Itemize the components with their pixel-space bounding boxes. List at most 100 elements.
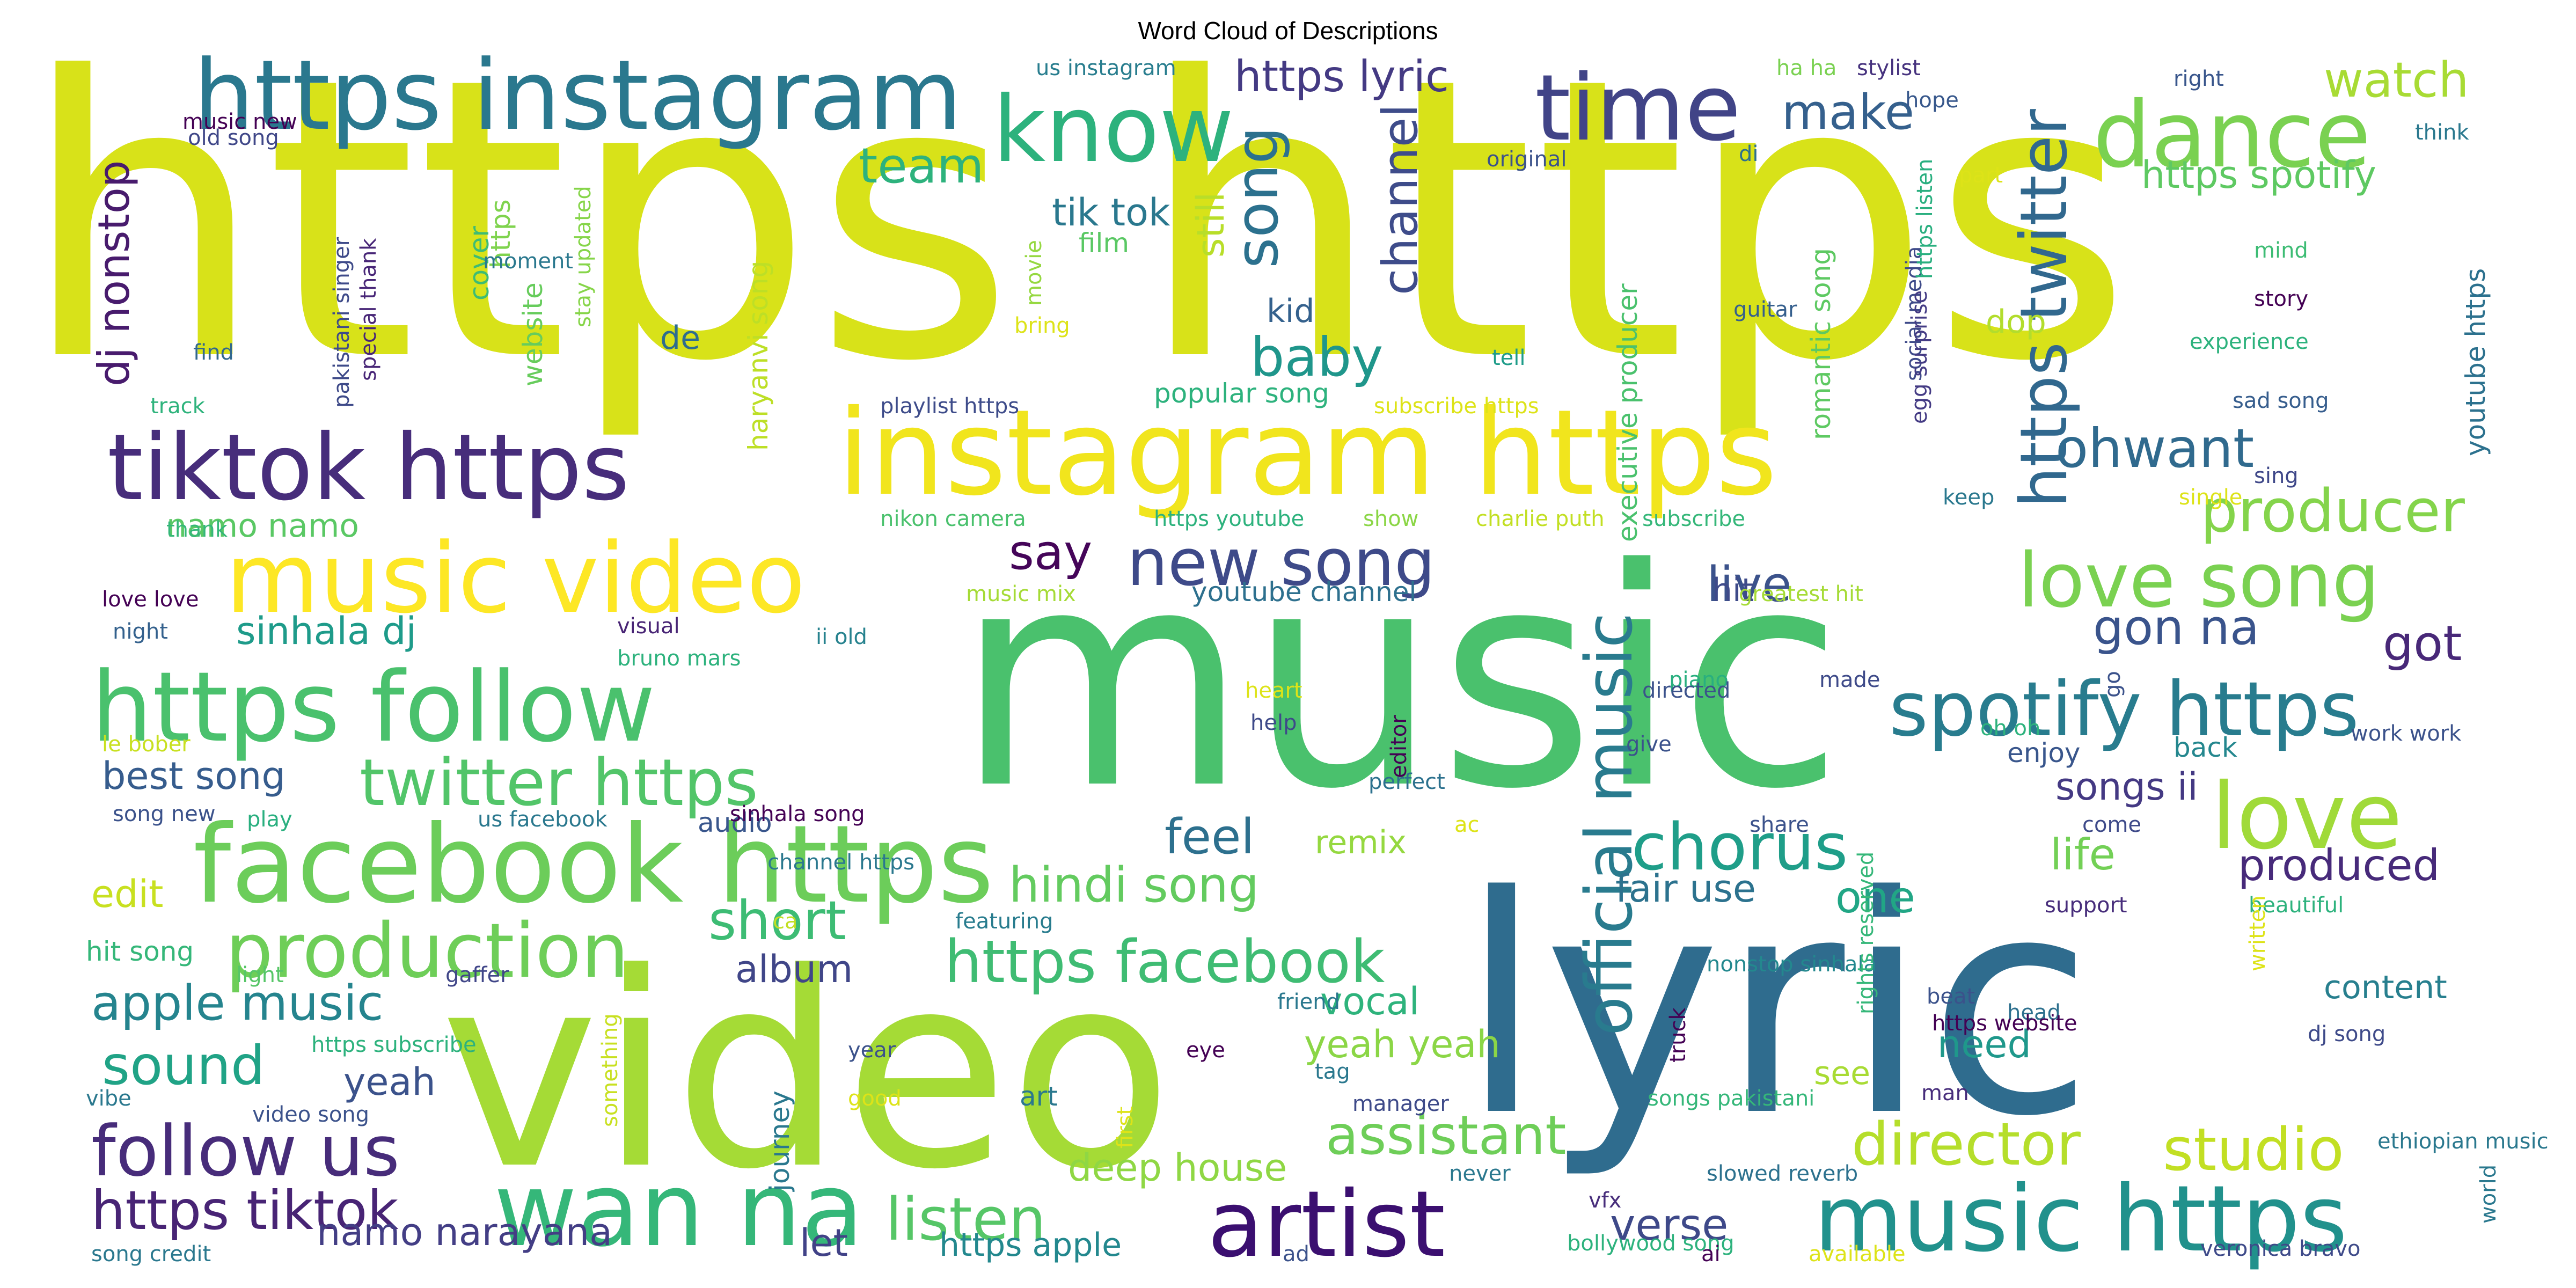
word-dj-song: dj song (2308, 1022, 2385, 1046)
word-video-song: video song (252, 1102, 369, 1127)
word-charlie-puth: charlie puth (1476, 507, 1605, 531)
word-tiktok-https: tiktok https (107, 415, 630, 521)
word-light: light (236, 963, 284, 987)
word-got: got (2383, 616, 2462, 672)
word-ohwant: ohwant (2055, 417, 2254, 480)
word-special-thank: special thank (356, 238, 381, 381)
word-ha-ha: ha ha (1776, 56, 1836, 80)
word-time: time (1535, 55, 1741, 162)
word-ai: ai (1701, 1242, 1721, 1267)
word-songs-pakistani: songs pakistani (1648, 1086, 1814, 1111)
word-experience: experience (2190, 330, 2309, 354)
word-egg-surprise: egg surprise (1907, 290, 1932, 424)
word-rights-reserved: rights reserved (1854, 852, 1878, 1014)
word-movie: movie (1022, 240, 1046, 306)
word-remix: remix (1315, 824, 1407, 861)
word-vfx: vfx (1589, 1188, 1621, 1213)
word-https-youtube: https youtube (1154, 507, 1304, 531)
word-dj-nonstop: dj nonstop (89, 160, 139, 386)
word-yeah-yeah: yeah yeah (1304, 1022, 1501, 1066)
word-sad-song: sad song (2233, 389, 2329, 413)
word-track: track (150, 394, 206, 419)
word-written: written (2245, 895, 2270, 971)
word-kid: kid (1267, 292, 1315, 330)
word-play: play (247, 807, 292, 832)
word-perfect: perfect (1368, 770, 1445, 794)
word-art: art (1020, 1081, 1058, 1112)
word-sing: sing (2254, 464, 2299, 488)
word-single: single (2179, 485, 2242, 510)
word-nikon-camera: nikon camera (880, 507, 1026, 531)
word-give: give (1626, 732, 1672, 757)
word-go: go (2101, 671, 2125, 698)
word-playlist-https: playlist https (880, 394, 1019, 419)
word-verse: verse (1610, 1200, 1728, 1250)
word-director: director (1851, 1110, 2081, 1179)
word-featuring: featuring (955, 909, 1053, 934)
word-need: need (1937, 1022, 2031, 1066)
word-dance: dance (2093, 82, 2371, 188)
word-baby: baby (1250, 326, 1383, 389)
word-oh-oh: oh oh (1980, 716, 2040, 741)
word-romantic-song: romantic song (1805, 248, 1836, 440)
word-sound: sound (102, 1034, 265, 1097)
word-heart: heart (1245, 678, 1302, 703)
word-pakistani-singer: pakistani singer (330, 237, 354, 408)
word-support: support (2045, 893, 2127, 918)
word-bollywood-song: bollywood song (1567, 1231, 1735, 1256)
word-beat: beat (1927, 984, 1975, 1009)
word-short: short (708, 889, 846, 952)
word-journey: journey (764, 1091, 795, 1192)
word-old-song: old song (188, 126, 279, 150)
word-ii-old: ii old (816, 625, 867, 649)
word-music-new: music new (182, 109, 297, 134)
word-edit: edit (91, 872, 163, 916)
word-songs-ii: songs ii (2055, 765, 2198, 809)
word-https-instagram: https instagram (193, 40, 962, 152)
word-assistant: assistant (1326, 1104, 1566, 1167)
word-https: https (485, 199, 516, 268)
word-new-song: new song (1127, 526, 1435, 601)
word-say: say (1009, 524, 1092, 581)
word-apple-music: apple music (91, 975, 383, 1031)
word-subscribe-https: subscribe https (1374, 394, 1539, 419)
word-let: let (800, 1221, 848, 1265)
word-channel-https: channel https (767, 850, 914, 875)
word-facebook-https: facebook https (193, 802, 994, 927)
word-come: come (2082, 813, 2141, 837)
word-music-https: music https (1814, 1166, 2347, 1272)
word-best-song: best song (102, 754, 286, 798)
word-think: think (2415, 120, 2470, 145)
word-slowed-reverb: slowed reverb (1707, 1161, 1858, 1186)
word-keep: keep (1943, 485, 1994, 510)
word-cover: cover (464, 226, 495, 301)
word-https-twitter: https twitter (2007, 109, 2082, 508)
word-hope: hope (1905, 88, 1959, 113)
word-studio: studio (2163, 1115, 2344, 1184)
word-back: back (2174, 732, 2237, 763)
word-namo-narayana: namo narayana (317, 1210, 612, 1254)
word-manager: manager (1352, 1092, 1449, 1116)
word-man: man (1921, 1081, 1969, 1106)
word-deep-house: deep house (1068, 1146, 1287, 1190)
word-https-apple: https apple (939, 1226, 1122, 1264)
word-tell: tell (1492, 346, 1526, 370)
word-watch: watch (2324, 52, 2469, 108)
word-editor: editor (1387, 715, 1411, 778)
word-something: something (598, 1013, 623, 1127)
word-lyric: lyric (1460, 832, 2094, 1182)
word-visual: visual (617, 614, 680, 639)
chart-title: Word Cloud of Descriptions (1138, 17, 1438, 45)
word-youtube-channel: youtube channel (1191, 576, 1416, 608)
word-share: share (1750, 813, 1809, 837)
word-guitar: guitar (1733, 297, 1797, 322)
word-website: website (517, 282, 548, 386)
word-content: content (2324, 969, 2447, 1006)
word-team: team (859, 138, 984, 194)
word-album: album (735, 947, 853, 991)
word-mind: mind (2254, 238, 2308, 263)
word-us-instagram: us instagram (1036, 56, 1176, 80)
word-executive-producer: executive producer (1612, 283, 1643, 542)
word-official-music: official music (1572, 612, 1647, 1036)
word-twitter-https: twitter https (360, 746, 758, 821)
